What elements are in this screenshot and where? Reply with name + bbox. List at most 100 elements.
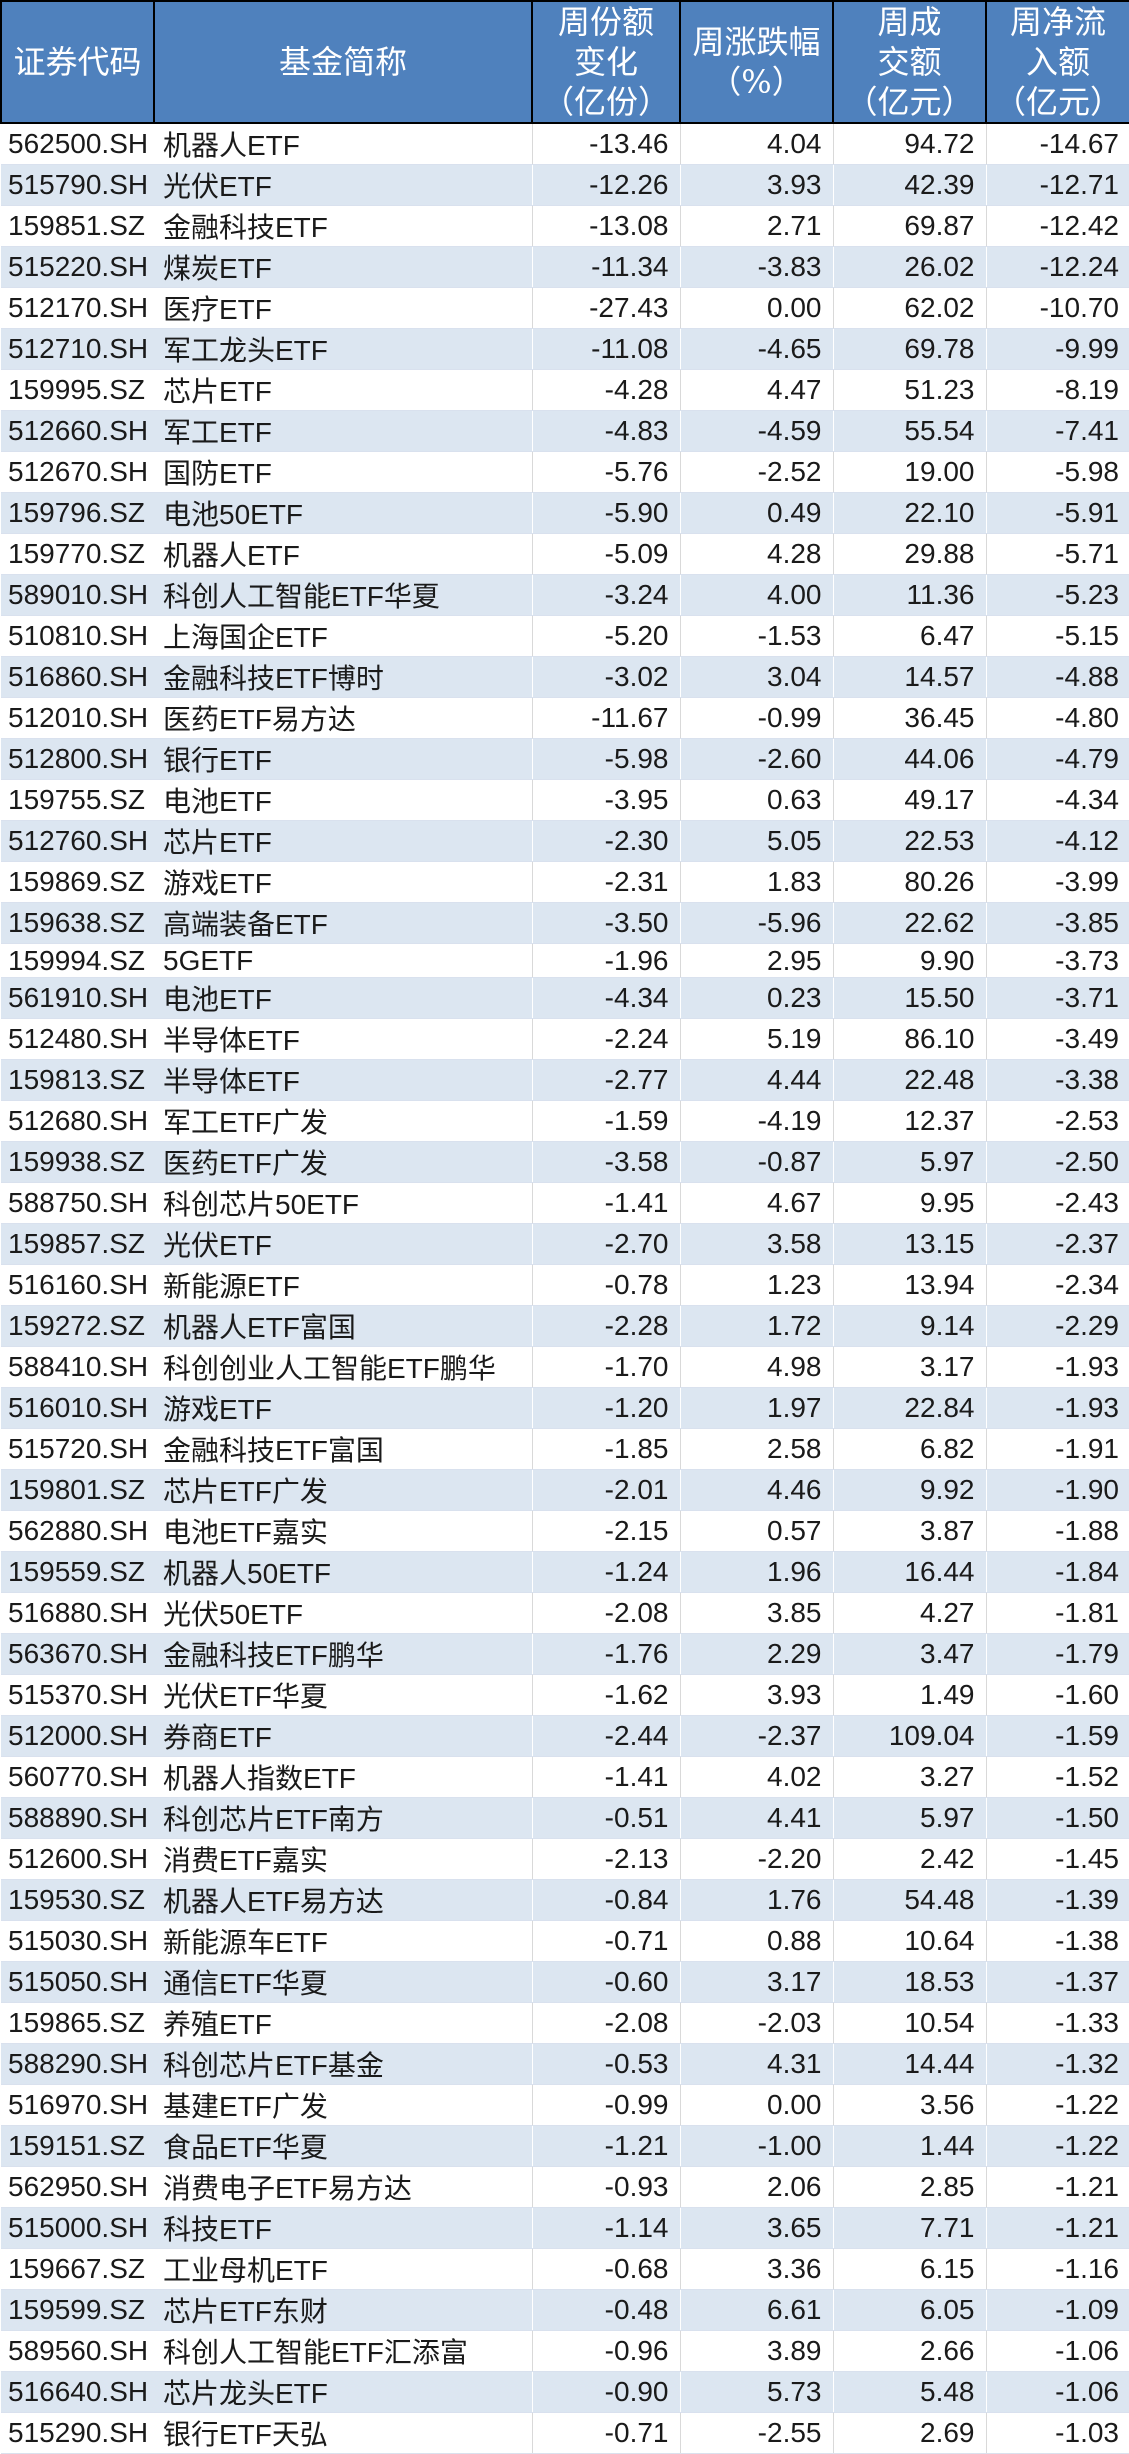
name-cell: 新能源ETF	[154, 1264, 532, 1307]
share-change-cell: -1.21	[531, 2125, 680, 2168]
table-row: 159851.SZ 金融科技ETF -13.08 2.71 69.87 -12.42	[1, 205, 1129, 247]
share-change-cell: -11.08	[531, 328, 680, 370]
share-change-cell: -1.41	[531, 1756, 680, 1799]
table-row: 562500.SH 机器人ETF -13.46 4.04 94.72 -14.67	[1, 123, 1129, 165]
code-cell: 159994.SZ	[1, 943, 154, 979]
net-inflow-cell: -1.33	[985, 2002, 1129, 2045]
name-cell: 通信ETF华夏	[154, 1961, 532, 2004]
name-cell: 半导体ETF	[154, 1018, 532, 1061]
table-row: 515720.SH 金融科技ETF富国 -1.85 2.58 6.82 -1.91	[1, 1428, 1129, 1471]
column-header-turnover: 周成 交额 （亿元）	[832, 0, 987, 124]
name-cell: 消费电子ETF易方达	[154, 2166, 532, 2209]
name-cell: 军工ETF	[154, 410, 532, 452]
share-change-cell: -0.90	[531, 2371, 680, 2414]
net-inflow-cell: -1.22	[985, 2125, 1129, 2168]
name-cell: 光伏50ETF	[154, 1592, 532, 1635]
net-inflow-cell: -1.93	[985, 1387, 1129, 1430]
net-inflow-cell: -1.60	[985, 1674, 1129, 1717]
table-row: 512170.SH 医疗ETF -27.43 0.00 62.02 -10.70	[1, 287, 1129, 329]
column-header-pct-change: 周涨跌幅 （%）	[679, 0, 834, 124]
code-cell: 512800.SH	[1, 738, 154, 780]
name-cell: 科技ETF	[154, 2207, 532, 2250]
code-cell: 512680.SH	[1, 1100, 154, 1143]
pct-change-cell: 0.57	[679, 1510, 833, 1553]
share-change-cell: -3.50	[531, 902, 680, 944]
name-cell: 医药ETF易方达	[154, 697, 532, 739]
pct-change-cell: -0.87	[679, 1141, 833, 1184]
share-change-cell: -3.58	[531, 1141, 680, 1184]
pct-change-cell: 5.19	[679, 1018, 833, 1061]
pct-change-cell: 2.71	[679, 205, 833, 247]
table-row: 159667.SZ 工业母机ETF -0.68 3.36 6.15 -1.16	[1, 2248, 1129, 2291]
share-change-cell: -13.08	[531, 205, 680, 247]
table-row: 159638.SZ 高端装备ETF -3.50 -5.96 22.62 -3.85	[1, 902, 1129, 944]
pct-change-cell: 3.93	[679, 164, 833, 206]
net-inflow-cell: -3.71	[985, 977, 1129, 1020]
name-cell: 科创芯片50ETF	[154, 1182, 532, 1225]
net-inflow-cell: -1.91	[985, 1428, 1129, 1471]
pct-change-cell: 4.47	[679, 369, 833, 411]
share-change-cell: -3.02	[531, 656, 680, 698]
code-cell: 516160.SH	[1, 1264, 154, 1307]
net-inflow-cell: -1.06	[985, 2371, 1129, 2414]
share-change-cell: -27.43	[531, 287, 680, 329]
turnover-cell: 15.50	[832, 977, 986, 1020]
code-cell: 563670.SH	[1, 1633, 154, 1676]
code-cell: 159667.SZ	[1, 2248, 154, 2291]
share-change-cell: -3.24	[531, 574, 680, 616]
code-cell: 588410.SH	[1, 1346, 154, 1389]
net-inflow-cell: -3.73	[985, 943, 1129, 979]
net-inflow-cell: -1.22	[985, 2084, 1129, 2127]
table-row: 159869.SZ 游戏ETF -2.31 1.83 80.26 -3.99	[1, 861, 1129, 903]
net-inflow-cell: -1.38	[985, 1920, 1129, 1963]
pct-change-cell: 3.36	[679, 2248, 833, 2291]
net-inflow-cell: -1.03	[985, 2412, 1129, 2454]
name-cell: 上海国企ETF	[154, 615, 532, 657]
fund-table-body: 562500.SH 机器人ETF -13.46 4.04 94.72 -14.67 5157…	[1, 123, 1129, 2454]
code-cell: 159851.SZ	[1, 205, 154, 247]
turnover-cell: 22.48	[832, 1059, 986, 1102]
turnover-cell: 3.27	[832, 1756, 986, 1799]
table-row: 159530.SZ 机器人ETF易方达 -0.84 1.76 54.48 -1.39	[1, 1879, 1129, 1922]
net-inflow-cell: -1.21	[985, 2166, 1129, 2209]
table-row: 588290.SH 科创芯片ETF基金 -0.53 4.31 14.44 -1.32	[1, 2043, 1129, 2086]
name-cell: 基建ETF广发	[154, 2084, 532, 2127]
share-change-cell: -0.96	[531, 2330, 680, 2373]
code-cell: 159638.SZ	[1, 902, 154, 944]
turnover-cell: 3.47	[832, 1633, 986, 1676]
pct-change-cell: 0.88	[679, 1920, 833, 1963]
name-cell: 消费ETF嘉实	[154, 1838, 532, 1881]
code-cell: 512760.SH	[1, 820, 154, 862]
table-row: 159559.SZ 机器人50ETF -1.24 1.96 16.44 -1.84	[1, 1551, 1129, 1594]
name-cell: 芯片ETF广发	[154, 1469, 532, 1512]
table-row: 512660.SH 军工ETF -4.83 -4.59 55.54 -7.41	[1, 410, 1129, 452]
pct-change-cell: -2.55	[679, 2412, 833, 2454]
share-change-cell: -2.30	[531, 820, 680, 862]
table-row: 515370.SH 光伏ETF华夏 -1.62 3.93 1.49 -1.60	[1, 1674, 1129, 1717]
share-change-cell: -2.24	[531, 1018, 680, 1061]
name-cell: 煤炭ETF	[154, 246, 532, 288]
code-cell: 512600.SH	[1, 1838, 154, 1881]
name-cell: 银行ETF	[154, 738, 532, 780]
code-cell: 515790.SH	[1, 164, 154, 206]
code-cell: 159796.SZ	[1, 492, 154, 534]
name-cell: 机器人指数ETF	[154, 1756, 532, 1799]
net-inflow-cell: -1.09	[985, 2289, 1129, 2332]
pct-change-cell: 2.95	[679, 943, 833, 979]
net-inflow-cell: -4.88	[985, 656, 1129, 698]
name-cell: 机器人50ETF	[154, 1551, 532, 1594]
pct-change-cell: 3.93	[679, 1674, 833, 1717]
table-row: 516860.SH 金融科技ETF博时 -3.02 3.04 14.57 -4.88	[1, 656, 1129, 698]
net-inflow-cell: -1.59	[985, 1715, 1129, 1758]
turnover-cell: 62.02	[832, 287, 986, 329]
pct-change-cell: 1.72	[679, 1305, 833, 1348]
pct-change-cell: 1.23	[679, 1264, 833, 1307]
table-row: 512680.SH 军工ETF广发 -1.59 -4.19 12.37 -2.53	[1, 1100, 1129, 1143]
pct-change-cell: 4.04	[679, 123, 833, 165]
share-change-cell: -2.31	[531, 861, 680, 903]
table-row: 515000.SH 科技ETF -1.14 3.65 7.71 -1.21	[1, 2207, 1129, 2250]
table-row: 516640.SH 芯片龙头ETF -0.90 5.73 5.48 -1.06	[1, 2371, 1129, 2414]
code-cell: 159813.SZ	[1, 1059, 154, 1102]
pct-change-cell: 3.85	[679, 1592, 833, 1635]
pct-change-cell: 0.23	[679, 977, 833, 1020]
